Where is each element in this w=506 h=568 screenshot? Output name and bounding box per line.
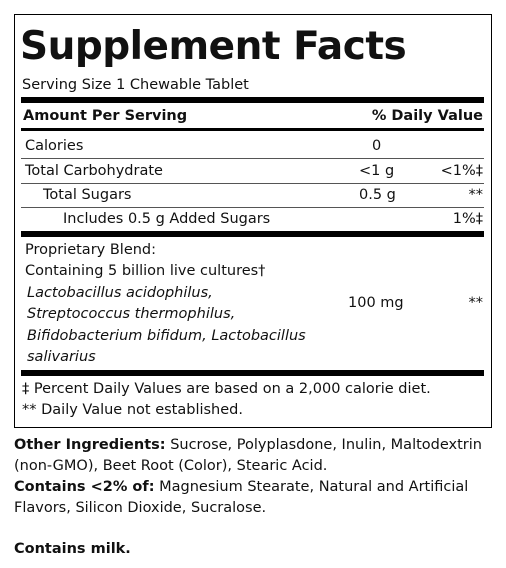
- rule: [21, 97, 484, 103]
- blend-strain: Streptococcus thermophilus,: [27, 306, 236, 322]
- rule: [21, 183, 484, 184]
- other-ingredients: Other Ingredients: Sucrose, Polyplasdone…: [14, 435, 484, 519]
- row-name: Includes 0.5 g Added Sugars: [63, 211, 271, 227]
- row-dv: **: [468, 187, 484, 203]
- rule: [21, 128, 484, 131]
- text: Sucrose, Polyplasdone, Inulin, Maltodext…: [14, 437, 482, 474]
- blend-strain: Lactobacillus acidophilus,: [27, 285, 213, 301]
- blend-strain: Bifidobacterium bifidum, Lactobacillus: [27, 328, 306, 344]
- allergen: Contains milk.: [14, 541, 131, 557]
- row-amount: 0.5 g: [359, 187, 396, 203]
- header-dv: % Daily Value: [371, 108, 483, 124]
- rule: [21, 370, 484, 376]
- rule: [21, 231, 484, 237]
- row-dv: 1%‡: [452, 211, 483, 227]
- row-amount: <1 g: [359, 163, 395, 179]
- row-dv: <1%‡: [440, 163, 483, 179]
- row-amount: 0: [372, 138, 382, 154]
- blend-dv: **: [468, 295, 484, 311]
- row-name: Calories: [25, 138, 84, 154]
- row-name: Total Sugars: [43, 187, 132, 203]
- footnote: ‡ Percent Daily Values are based on a 2,…: [22, 381, 431, 397]
- row-name: Total Carbohydrate: [25, 163, 163, 179]
- rule: [21, 207, 484, 208]
- blend-amount: 100 mg: [348, 295, 404, 311]
- rule: [21, 158, 484, 159]
- footnote: ** Daily Value not established.: [22, 402, 243, 418]
- blend-strain: salivarius: [27, 349, 96, 365]
- blend-name: Proprietary Blend:: [25, 242, 157, 258]
- text: Magnesium Stearate, Natural and Artifici…: [14, 479, 469, 516]
- blend-cultures: Containing 5 billion live cultures†: [25, 263, 266, 279]
- title: Supplement Facts: [20, 24, 407, 69]
- facts-box: [14, 14, 492, 428]
- serving-size: Serving Size 1 Chewable Tablet: [22, 77, 249, 93]
- label: Other Ingredients:: [14, 437, 166, 453]
- label: Contains <2% of:: [14, 479, 155, 495]
- header-amount: Amount Per Serving: [23, 108, 188, 124]
